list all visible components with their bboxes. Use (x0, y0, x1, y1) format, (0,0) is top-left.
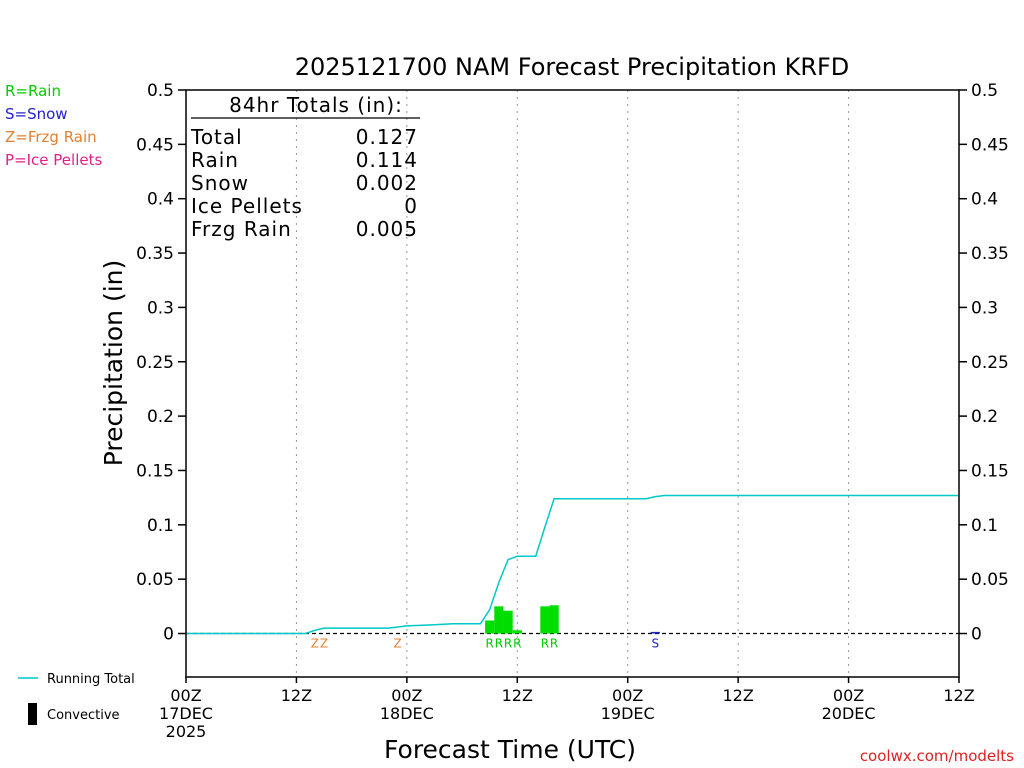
ptype-marker: R (495, 637, 503, 651)
totals-row-label: Frzg Rain (191, 217, 292, 241)
precip-bar (485, 620, 495, 634)
y-tick-label-right: 0.05 (971, 570, 1009, 590)
precip-bar (503, 610, 513, 634)
y-axis-label: Precipitation (in) (99, 260, 128, 467)
plot-frame (185, 89, 960, 678)
y-tick-label-right: 0 (971, 625, 982, 645)
ptype-marker: R (513, 637, 521, 651)
line-layer (186, 494, 959, 635)
totals-row-value: 0 (404, 194, 418, 218)
ptype-marker: Z (394, 637, 402, 651)
x-tick-label: 12Z (281, 686, 312, 705)
x-tick-label: 2025 (166, 722, 207, 741)
ptype-legend-item: Z=Frzg Rain (5, 128, 97, 146)
grid-layer (186, 90, 959, 677)
x-tick-label: 18DEC (380, 704, 434, 723)
y-tick-label-right: 0.5 (971, 81, 998, 101)
totals-row-label: Rain (191, 148, 239, 172)
precip-bar (512, 630, 522, 634)
totals-row-label: Total (190, 125, 243, 149)
legend: R=Rain S=Snow Z=Frzg Rain P=Ice Pellets Runn… (5, 82, 135, 725)
x-tick-label: 00Z (170, 686, 201, 705)
convective-legend-swatch (28, 703, 37, 725)
axes-layer: 0 0 0.05 0.05 0.1 0.1 0.15 0.15 0.2 0.2 0.25 0.25 0.… (136, 81, 1009, 741)
ptype-legend-item: S=Snow (5, 105, 68, 123)
y-tick-label-right: 0.15 (971, 461, 1009, 481)
precip-bar (650, 631, 660, 634)
y-tick-label: 0 (163, 625, 174, 645)
ptype-marker: S (652, 637, 660, 651)
y-tick-label: 0.3 (147, 298, 174, 318)
x-tick-label: 12Z (943, 686, 974, 705)
y-tick-label-right: 0.1 (971, 516, 998, 536)
ptype-marker: Z (320, 637, 328, 651)
ptype-marker: R (541, 637, 549, 651)
y-tick-label: 0.5 (147, 81, 174, 101)
precip-bar (540, 606, 550, 634)
x-tick-label: 12Z (502, 686, 533, 705)
x-tick-label: 12Z (722, 686, 753, 705)
x-axis-label: Forecast Time (UTC) (384, 735, 636, 764)
totals-row-label: Snow (191, 171, 249, 195)
y-tick-label: 0.35 (136, 244, 174, 264)
totals-row-value: 0.127 (356, 125, 418, 149)
ptype-marker: R (486, 637, 494, 651)
precip-bar (494, 606, 504, 634)
series-legend-label: Convective (47, 708, 120, 723)
totals-row-value: 0.002 (356, 171, 418, 195)
y-tick-label: 0.05 (136, 570, 174, 590)
totals-row-value: 0.005 (356, 217, 418, 241)
x-tick-label: 00Z (612, 686, 643, 705)
y-tick-label: 0.25 (136, 353, 174, 373)
y-tick-label: 0.15 (136, 461, 174, 481)
y-tick-label-right: 0.3 (971, 298, 998, 318)
ptype-marker: R (550, 637, 558, 651)
x-tick-label: 20DEC (822, 704, 876, 723)
credit-text: coolwx.com/modelts (860, 747, 1014, 765)
ptype-marker: R (504, 637, 512, 651)
y-tick-label-right: 0.35 (971, 244, 1009, 264)
y-tick-label: 0.1 (147, 516, 174, 536)
ptype-legend-item: R=Rain (5, 82, 61, 100)
precip-bar (549, 605, 559, 634)
x-tick-label: 17DEC (159, 704, 213, 723)
y-tick-label: 0.45 (136, 135, 174, 155)
ptype-marker: Z (311, 637, 319, 651)
ptype-legend-item: P=Ice Pellets (5, 151, 102, 169)
series-legend-label: Running Total (47, 672, 135, 687)
y-tick-label-right: 0.4 (971, 190, 998, 210)
running-total-line (186, 494, 959, 635)
bar-layer (485, 605, 660, 634)
chart-title: 2025121700 NAM Forecast Precipitation KR… (295, 53, 850, 81)
totals-row-value: 0.114 (356, 148, 418, 172)
totals-box: 84hr Totals (in): Total 0.127 Rain 0.114 Snow… (190, 93, 420, 241)
y-tick-label-right: 0.2 (971, 407, 998, 427)
x-tick-label: 00Z (833, 686, 864, 705)
y-tick-label: 0.4 (147, 190, 174, 210)
totals-row-label: Ice Pellets (191, 194, 303, 218)
x-tick-label: 19DEC (601, 704, 655, 723)
y-tick-label-right: 0.25 (971, 353, 1009, 373)
y-tick-label: 0.2 (147, 407, 174, 427)
y-tick-label-right: 0.45 (971, 135, 1009, 155)
x-tick-label: 00Z (391, 686, 422, 705)
totals-heading: 84hr Totals (in): (229, 93, 403, 117)
